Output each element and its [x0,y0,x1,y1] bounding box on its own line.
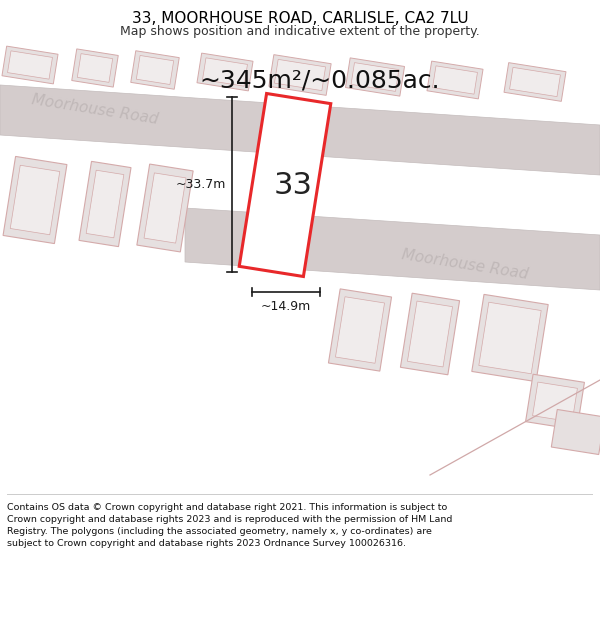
Polygon shape [472,294,548,382]
Polygon shape [144,173,186,243]
Polygon shape [86,170,124,238]
Text: Moorhouse Road: Moorhouse Road [31,92,160,128]
Polygon shape [8,51,52,79]
Polygon shape [328,289,392,371]
Polygon shape [197,53,253,91]
Polygon shape [346,58,404,96]
Polygon shape [10,165,60,235]
Polygon shape [504,62,566,101]
Text: 33, MOORHOUSE ROAD, CARLISLE, CA2 7LU: 33, MOORHOUSE ROAD, CARLISLE, CA2 7LU [131,11,469,26]
Polygon shape [79,161,131,247]
Polygon shape [77,54,113,82]
Polygon shape [533,382,577,422]
Polygon shape [509,68,560,97]
Text: ~33.7m: ~33.7m [176,178,226,191]
Polygon shape [433,66,478,94]
Text: 33: 33 [274,171,313,199]
Polygon shape [3,156,67,244]
Polygon shape [0,85,600,175]
Text: ~345m²/~0.085ac.: ~345m²/~0.085ac. [200,68,440,92]
Polygon shape [2,46,58,84]
Text: Moorhouse Road: Moorhouse Road [401,248,529,282]
Polygon shape [239,94,331,276]
Text: Map shows position and indicative extent of the property.: Map shows position and indicative extent… [120,25,480,38]
Polygon shape [335,297,385,363]
Polygon shape [274,59,326,91]
Text: ~14.9m: ~14.9m [261,300,311,313]
Polygon shape [269,54,331,96]
Polygon shape [72,49,118,87]
Polygon shape [526,374,584,430]
Polygon shape [400,293,460,375]
Text: Contains OS data © Crown copyright and database right 2021. This information is : Contains OS data © Crown copyright and d… [7,504,452,548]
Polygon shape [479,302,541,374]
Polygon shape [351,62,399,91]
Polygon shape [137,164,193,252]
Polygon shape [203,58,247,86]
Polygon shape [407,301,452,367]
Polygon shape [551,409,600,454]
Polygon shape [131,51,179,89]
Polygon shape [185,208,600,290]
Polygon shape [136,56,173,84]
Polygon shape [427,61,483,99]
